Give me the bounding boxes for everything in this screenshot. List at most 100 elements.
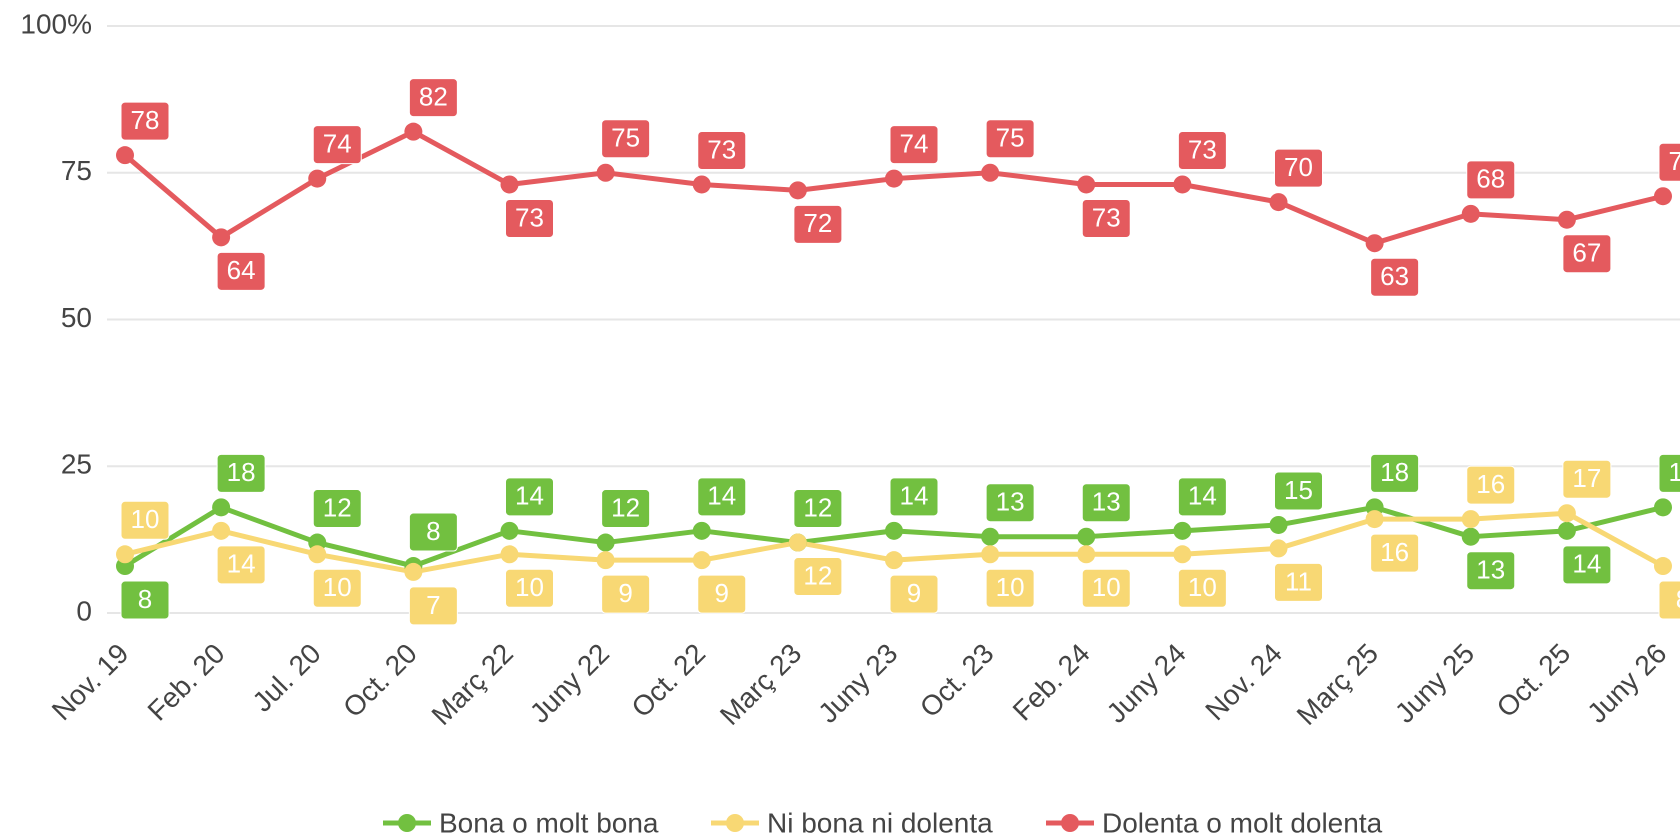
- data-label-box: [985, 483, 1035, 523]
- x-tick-label: Març 23: [714, 638, 807, 731]
- data-label-box: [793, 204, 843, 244]
- data-label-text: 68: [1476, 164, 1505, 194]
- point: [1173, 175, 1192, 194]
- data-label-box: [408, 586, 458, 626]
- point: [212, 521, 231, 540]
- y-tick-label: 75: [61, 155, 92, 186]
- legend-label: Bona o molt bona: [439, 807, 659, 838]
- point: [116, 146, 134, 165]
- data-label-box: [697, 477, 747, 517]
- data-label: 10: [985, 568, 1035, 608]
- data-label: 8: [1658, 580, 1680, 620]
- data-label-box: [216, 453, 266, 493]
- data-label: 74: [312, 125, 362, 165]
- data-label-box: [1562, 234, 1612, 274]
- data-label-box: [1562, 545, 1612, 585]
- x-tick-label: Oct. 23: [914, 638, 1000, 724]
- data-label-box: [1466, 160, 1516, 200]
- point: [1557, 210, 1576, 229]
- data-label-text: 14: [515, 481, 544, 511]
- point: [1654, 557, 1672, 576]
- data-label-text: 9: [715, 578, 729, 608]
- data-label-text: 7: [426, 590, 440, 620]
- data-label-text: 12: [803, 560, 832, 590]
- data-label: 17: [1562, 459, 1612, 499]
- data-label-text: 64: [227, 255, 256, 285]
- point: [1461, 510, 1480, 529]
- data-label-text: 8: [138, 584, 152, 614]
- point: [1269, 539, 1288, 558]
- legend-label: Ni bona ni dolenta: [767, 807, 993, 838]
- data-label-text: 11: [1285, 566, 1312, 596]
- data-label: 10: [505, 568, 554, 608]
- y-tick-label: 25: [61, 449, 92, 480]
- point: [1269, 515, 1288, 534]
- data-label-text: 8: [1676, 584, 1680, 614]
- point: [692, 175, 711, 194]
- point: [1269, 193, 1288, 212]
- data-label: 78: [120, 101, 170, 141]
- data-label: 9: [697, 574, 747, 614]
- y-tick-label: 100%: [20, 8, 92, 39]
- point: [1365, 510, 1384, 529]
- legend-label: Dolenta o molt dolenta: [1102, 807, 1383, 838]
- data-label: 10: [1081, 568, 1131, 608]
- data-label: 16: [1466, 465, 1516, 505]
- point: [596, 533, 615, 552]
- data-label-box: [1370, 257, 1420, 297]
- legend-marker: [1061, 814, 1079, 832]
- x-tick-label: Nov. 19: [46, 638, 135, 727]
- data-label: 9: [889, 574, 939, 614]
- data-label-box: [408, 512, 458, 552]
- data-label-text: 70: [1284, 152, 1313, 182]
- data-label-text: 73: [515, 202, 544, 232]
- data-label: 73: [1081, 198, 1131, 238]
- point: [885, 551, 903, 570]
- data-label: 9: [601, 574, 651, 614]
- point: [212, 498, 231, 517]
- x-tick-label: Juny 25: [1389, 638, 1480, 729]
- data-label: 18: [1658, 453, 1680, 493]
- x-tick-label: Feb. 20: [142, 638, 231, 727]
- data-label: 11: [1274, 562, 1323, 602]
- legend-item: Dolenta o molt dolenta: [1046, 807, 1383, 838]
- x-tick-label: Juny 22: [524, 638, 615, 729]
- data-label: 74: [889, 125, 939, 165]
- data-label-text: 9: [907, 578, 921, 608]
- data-label-box: [120, 580, 170, 620]
- data-label: 75: [985, 119, 1035, 159]
- data-label-box: [1081, 483, 1131, 523]
- data-label-box: [889, 125, 939, 165]
- point: [1173, 521, 1192, 540]
- data-label-box: [1177, 477, 1227, 517]
- data-label: 10: [312, 568, 362, 608]
- point: [981, 163, 1000, 182]
- x-tick-label: Juny 26: [1581, 638, 1672, 729]
- legend-item: Bona o molt bona: [383, 807, 659, 838]
- point: [404, 562, 423, 581]
- data-label: 7: [408, 586, 458, 626]
- x-tick-label: Feb. 24: [1007, 638, 1096, 727]
- data-label: 10: [1177, 568, 1227, 608]
- data-label-text: 82: [419, 82, 448, 112]
- data-label: 14: [1177, 477, 1227, 517]
- data-label-box: [1370, 533, 1420, 573]
- data-label-box: [216, 545, 266, 585]
- data-label-box: [216, 251, 266, 291]
- point: [596, 551, 615, 570]
- data-label-box: [505, 477, 554, 517]
- data-label: 63: [1370, 257, 1420, 297]
- data-label: 12: [793, 557, 843, 597]
- data-label-box: [408, 78, 458, 118]
- point: [692, 551, 711, 570]
- point: [1077, 545, 1096, 564]
- point: [788, 181, 807, 200]
- data-label-text: 13: [1476, 555, 1505, 585]
- x-tick-label: Juny 23: [812, 638, 903, 729]
- point: [885, 521, 903, 540]
- data-label-text: 67: [1572, 238, 1601, 268]
- data-label: 18: [1370, 453, 1420, 493]
- data-label-box: [1658, 580, 1680, 620]
- data-label-box: [697, 130, 747, 170]
